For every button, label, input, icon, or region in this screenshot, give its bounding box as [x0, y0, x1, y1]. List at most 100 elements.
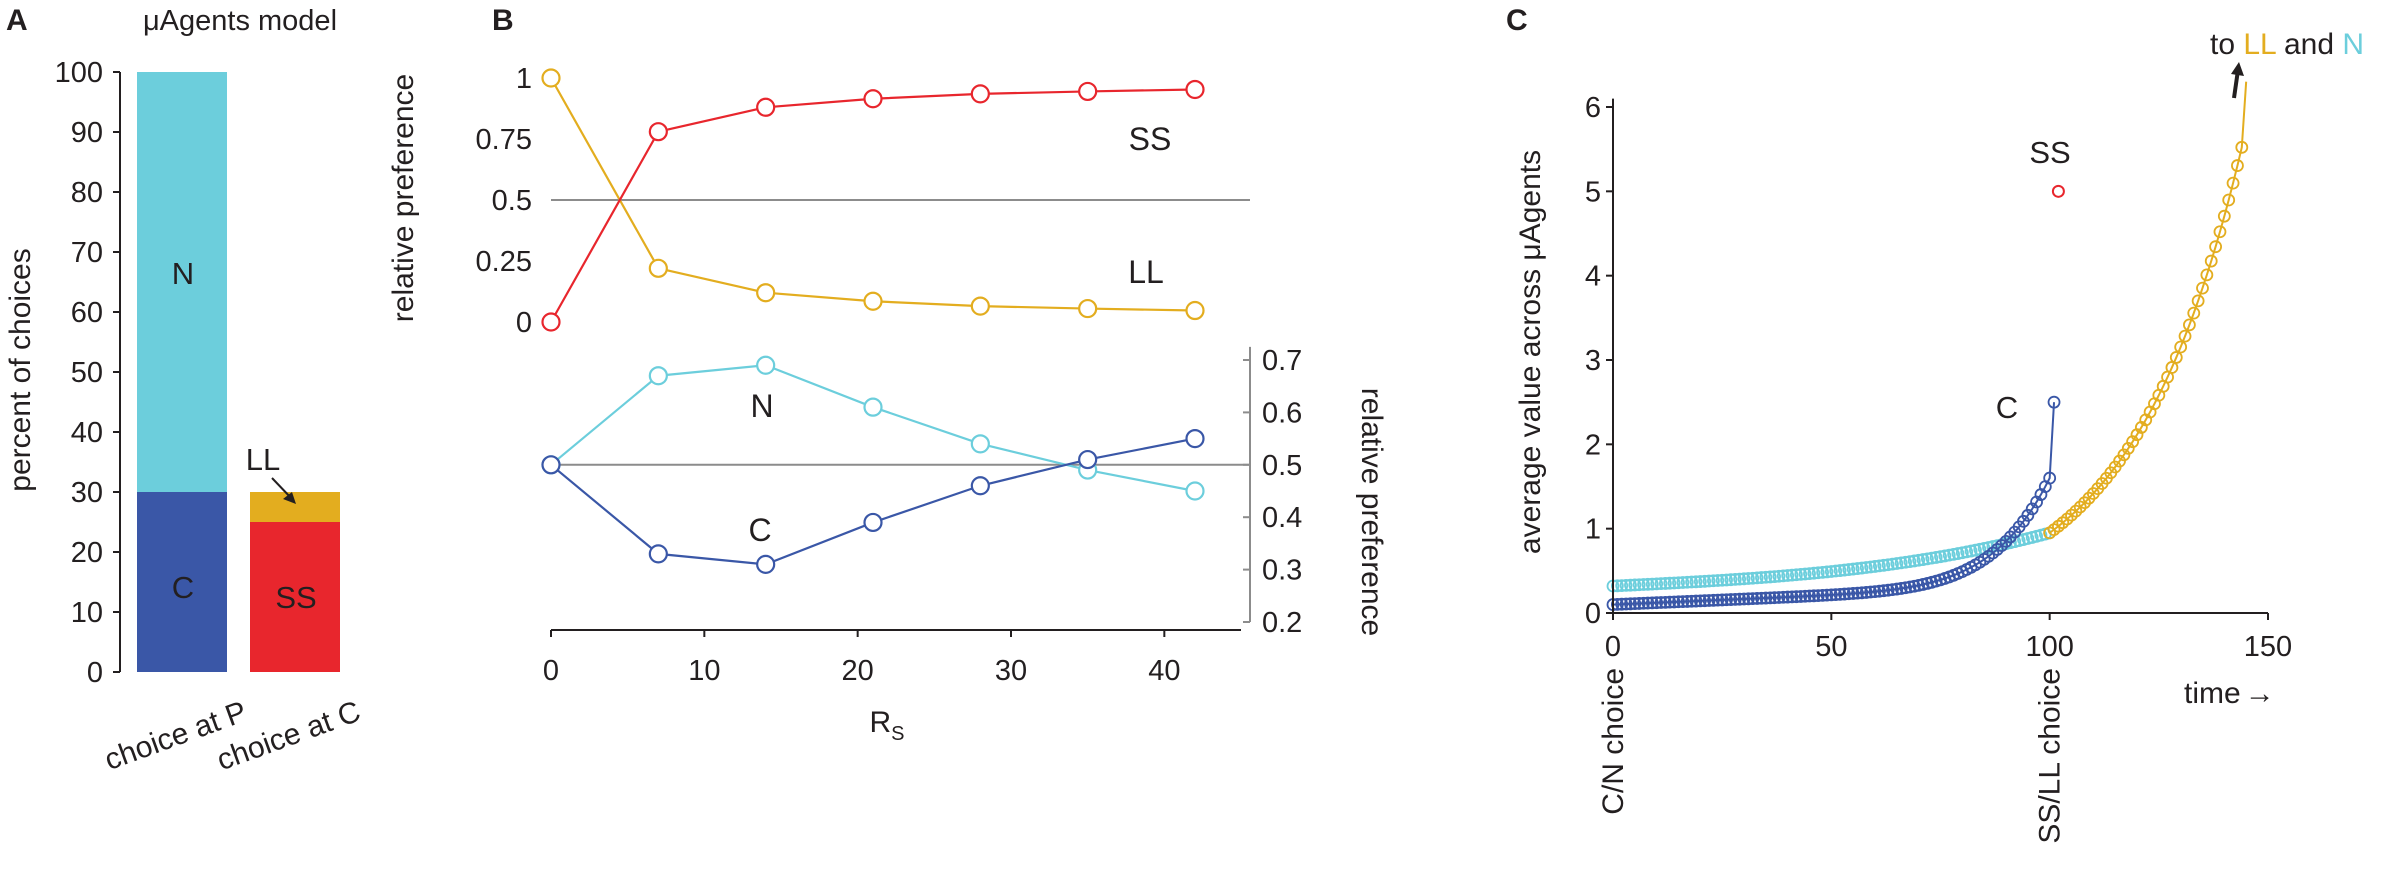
- point-n: [1916, 553, 1930, 566]
- panel-b-xlabel: RS: [869, 706, 904, 745]
- panel-b-right-tick-label: 0.4: [1262, 502, 1302, 534]
- point-n: [1650, 577, 1664, 591]
- point-n: [1934, 550, 1947, 564]
- panel-b-xtick-label: 0: [543, 655, 559, 687]
- point-n: [1624, 578, 1637, 592]
- bar-n-p: [137, 72, 227, 492]
- point-c: [970, 476, 990, 496]
- point-c: [1851, 586, 1864, 600]
- point-n: [1781, 569, 1795, 582]
- point-n: [1733, 572, 1747, 586]
- panel-c-xtick-label: 100: [2025, 631, 2073, 663]
- point-c: [1803, 589, 1816, 603]
- point-c: [1707, 593, 1720, 607]
- panel-b-right-tick-label: 0.7: [1262, 345, 1302, 377]
- point-n: [1938, 549, 1952, 563]
- point-c: [1720, 593, 1733, 607]
- panel-a-ytick-label: 70: [71, 237, 103, 269]
- panel-a-title: μAgents model: [143, 5, 337, 37]
- point-c: [1995, 539, 2009, 552]
- point-n: [1641, 577, 1655, 591]
- point-ll: [863, 291, 883, 311]
- point-n: [1610, 579, 1624, 593]
- point-c: [2047, 395, 2061, 409]
- panel-c-ylabel: average value across μAgents: [1514, 150, 1547, 554]
- point-c: [1781, 590, 1795, 604]
- point-n: [1672, 576, 1685, 590]
- point-n: [1881, 558, 1895, 572]
- point-c: [1676, 595, 1690, 608]
- point-ll: [2069, 504, 2083, 518]
- point-c: [1776, 590, 1790, 604]
- point-n: [1776, 569, 1790, 583]
- point-n: [1772, 569, 1786, 583]
- bar-label-ll: LL: [246, 442, 280, 477]
- series-line-n: [550, 364, 1196, 493]
- panel-c-ytick-label: 1: [1585, 514, 1601, 546]
- point-n: [1676, 576, 1690, 589]
- annotation-and: and: [2284, 28, 2334, 61]
- point-c: [1628, 597, 1642, 611]
- bar-ss-c: [250, 522, 340, 672]
- point-n: [1820, 565, 1834, 579]
- point-c: [1711, 593, 1725, 607]
- panel-b-xtick-label: 40: [1148, 655, 1180, 687]
- point-n: [1921, 552, 1934, 566]
- panel-c-annotation: to LL and N: [2210, 28, 2364, 61]
- point-c: [1728, 592, 1742, 606]
- point-n: [756, 355, 776, 375]
- point-ll: [756, 283, 776, 303]
- point-n: [1790, 568, 1803, 582]
- point-n: [1912, 553, 1926, 567]
- panel-a-ytick-label: 100: [55, 57, 103, 89]
- panel-b-top-ylabel: relative preference: [387, 74, 420, 322]
- point-n: [1663, 576, 1677, 590]
- point-n: [1698, 574, 1712, 588]
- panel-b-bottom-ylabel: relative preference: [1355, 388, 1388, 636]
- point-c: [2043, 471, 2057, 485]
- point-c: [1624, 597, 1637, 611]
- point-c: [2021, 508, 2035, 522]
- point-ss: [648, 122, 668, 142]
- point-c: [1619, 597, 1633, 611]
- point-ll: [2187, 306, 2201, 320]
- panel-c-ytick-label: 2: [1585, 429, 1601, 461]
- point-n: [1833, 564, 1847, 577]
- point-c: [756, 554, 776, 574]
- point-ll: [2182, 318, 2196, 332]
- point-n: [1842, 563, 1856, 576]
- point-c: [1820, 588, 1834, 602]
- point-c: [2025, 502, 2039, 516]
- point-c: [1659, 595, 1672, 609]
- point-n: [1654, 577, 1668, 591]
- point-c: [1903, 580, 1917, 594]
- point-c: [1750, 592, 1764, 605]
- point-c: [1680, 595, 1694, 608]
- point-n: [1615, 579, 1629, 592]
- series-line-ll-time: [2049, 81, 2248, 534]
- panel-a-ytick-label: 30: [71, 477, 103, 509]
- point-ll: [2222, 193, 2236, 207]
- point-c: [648, 544, 668, 564]
- point-c: [1733, 592, 1747, 606]
- annotation-n: N: [2342, 28, 2364, 61]
- point-c: [1816, 588, 1829, 602]
- series-label-c: C: [748, 512, 771, 548]
- panel-c-ytick-label: 6: [1585, 92, 1601, 124]
- panel-c-xlabel: time →: [2184, 677, 2275, 710]
- point-ss: [970, 84, 990, 104]
- annotation-prefix: to: [2210, 28, 2235, 61]
- panel-b-xlabel-main: R: [869, 706, 891, 739]
- point-c: [1824, 588, 1838, 602]
- point-n: [1951, 547, 1965, 560]
- point-n: [1637, 578, 1650, 591]
- point-c: [1811, 589, 1825, 602]
- point-c: [1872, 584, 1886, 598]
- point-n: [1947, 547, 1960, 561]
- point-n: [1619, 578, 1633, 592]
- point-c: [1654, 596, 1668, 609]
- panel-b-right-tick-label: 0.6: [1262, 397, 1302, 429]
- point-n: [1872, 559, 1886, 573]
- point-c: [1859, 586, 1873, 599]
- point-n: [863, 397, 883, 417]
